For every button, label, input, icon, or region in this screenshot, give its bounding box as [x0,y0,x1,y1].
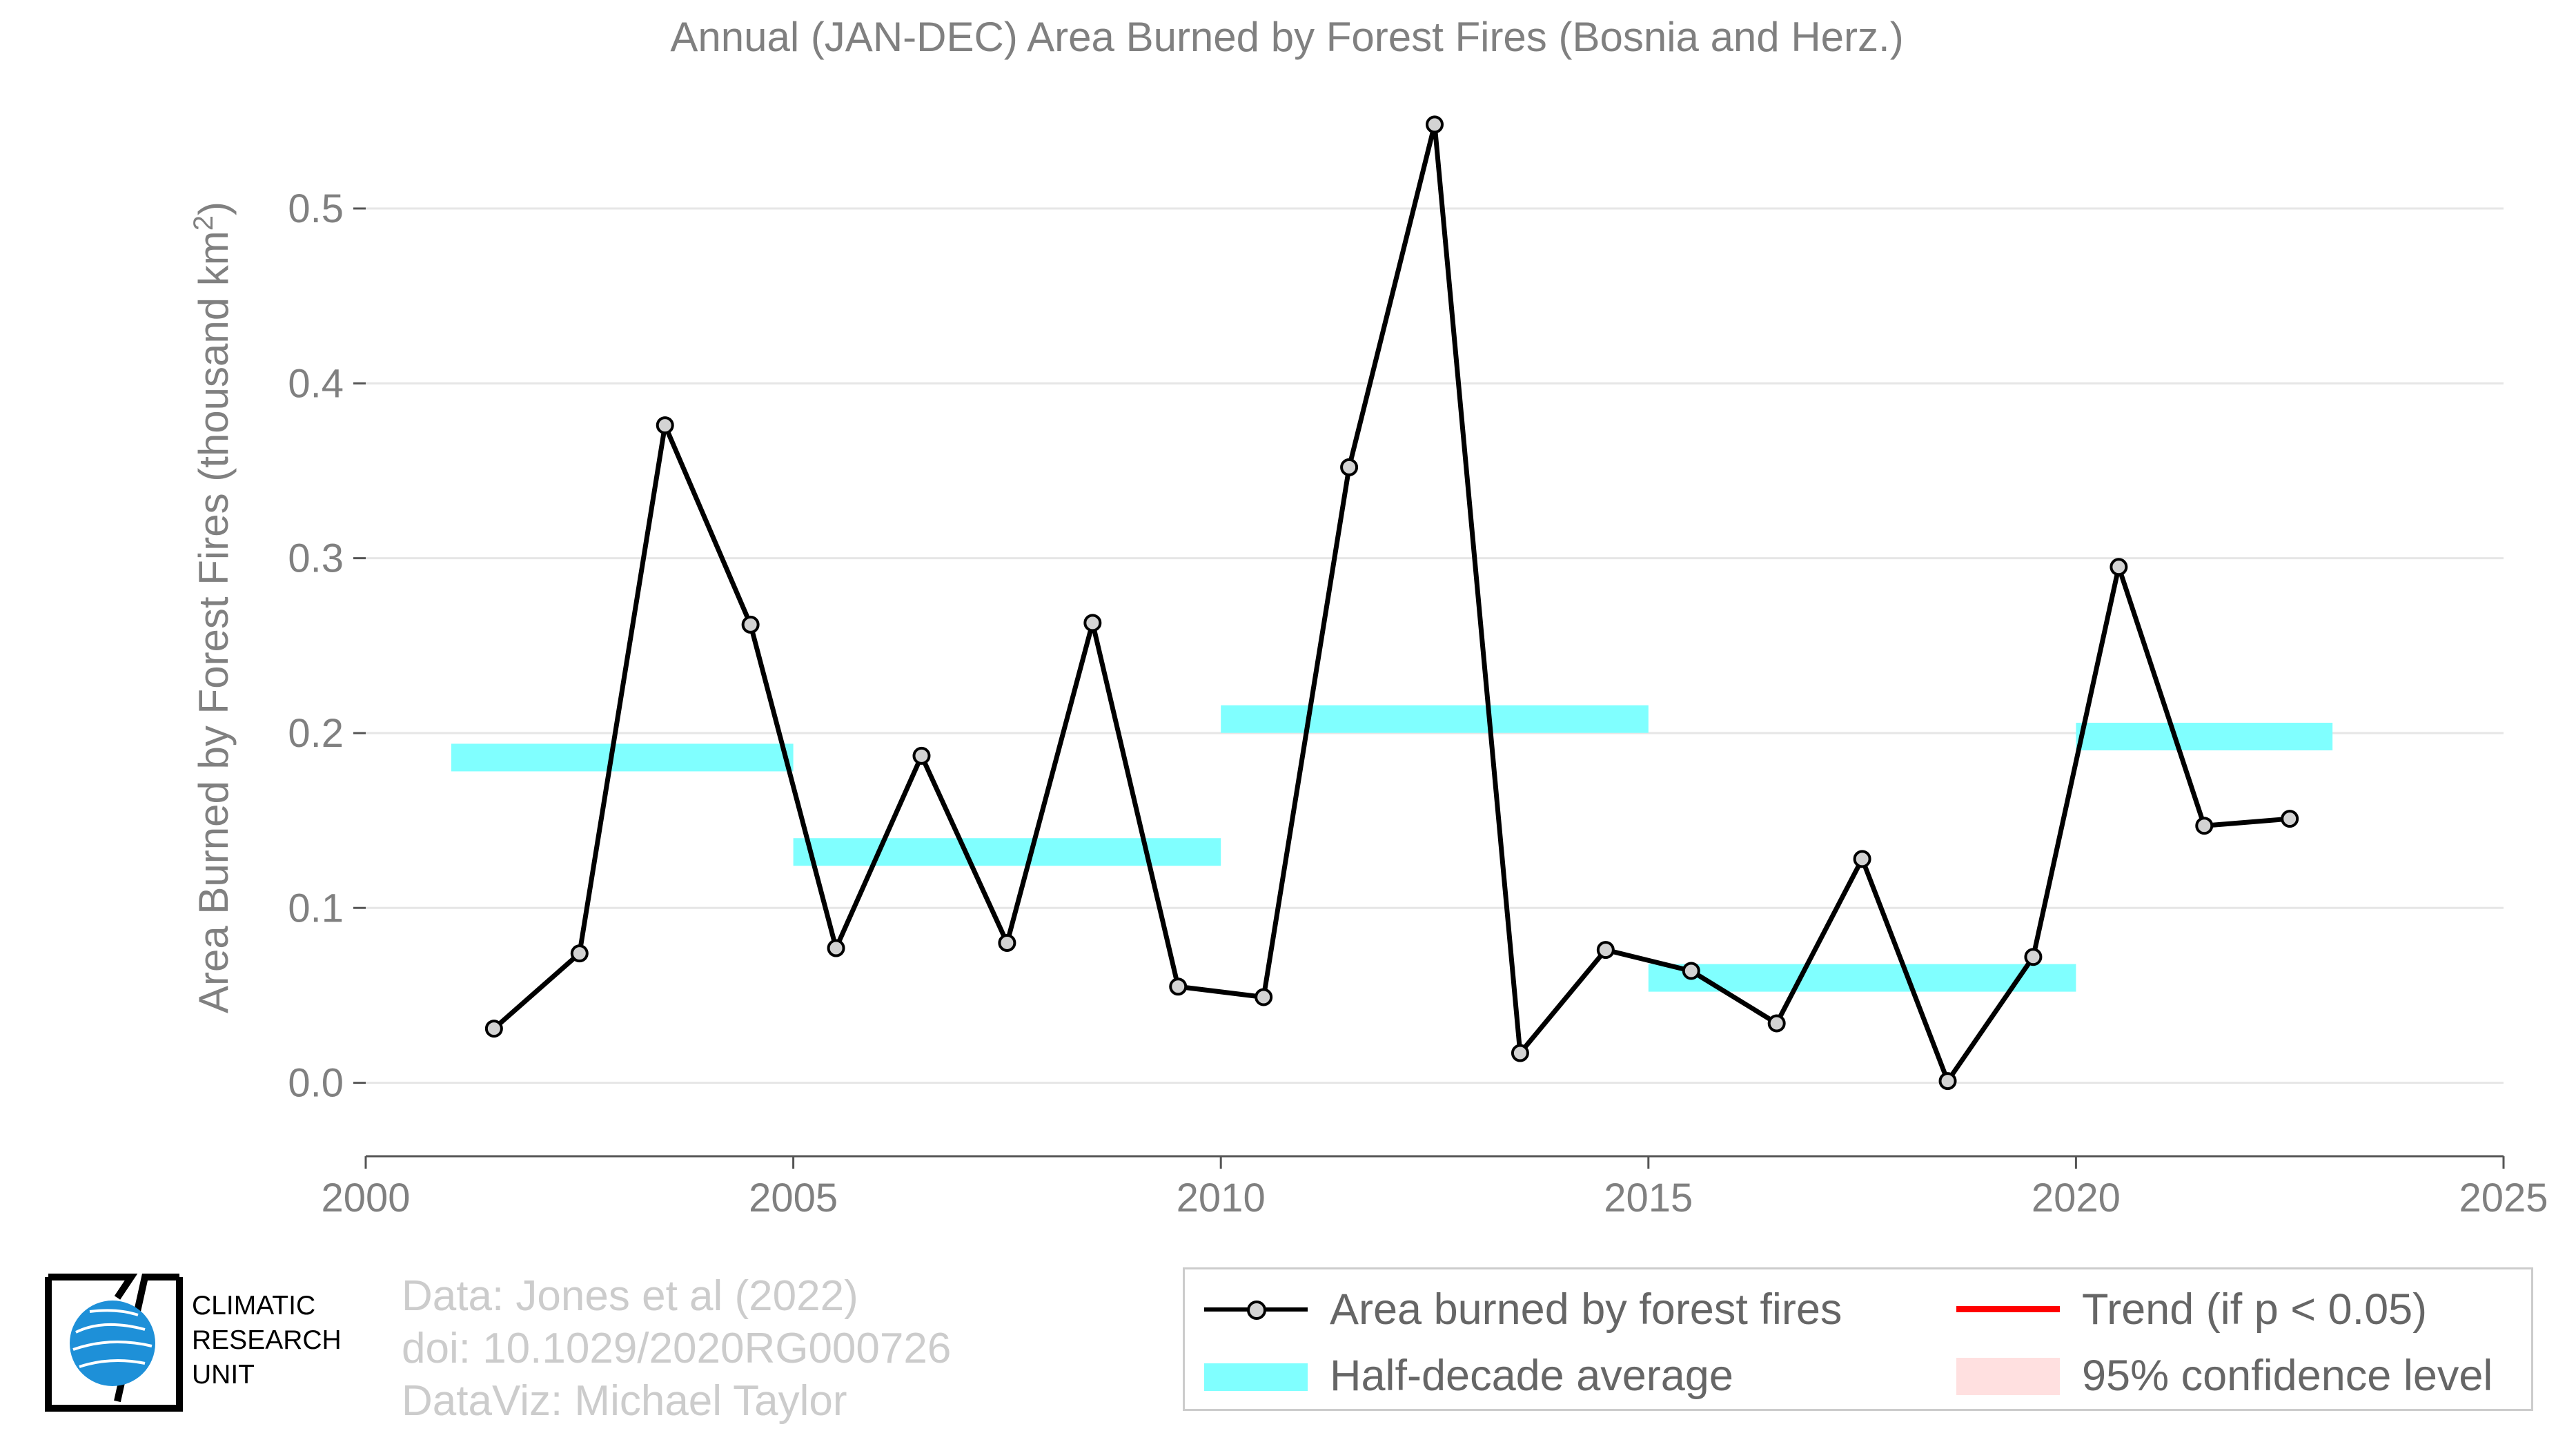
legend: Area burned by forest fires Trend (if p … [1183,1267,2533,1411]
data-point [1255,988,1273,1006]
series-line-path [492,121,2290,1084]
legend-key-half-decade [1204,1355,1308,1396]
grid-lines [366,207,2504,1084]
data-point [1169,977,1188,996]
legend-item-series: Area burned by forest fires [1204,1285,1842,1334]
data-point [484,1020,503,1038]
data-point [2024,948,2043,966]
half-decade-bars [451,705,2333,992]
legend-label-trend: Trend (if p < 0.05) [2082,1285,2428,1334]
legend-key-line-marker [1204,1289,1308,1330]
data-point [912,746,931,765]
legend-label-confidence: 95% confidence level [2082,1352,2493,1400]
x-tick-label: 2025 [2459,1176,2548,1220]
data-point [998,933,1016,952]
cru-logo-mark [45,1274,183,1412]
legend-item-half-decade: Half-decade average [1204,1351,1733,1401]
data-point [1596,941,1615,960]
data-point [827,939,845,957]
x-tick-label: 2020 [2032,1176,2121,1220]
half-decade-bar [451,743,794,772]
legend-key-confidence [1956,1355,2060,1396]
data-point [1340,458,1359,476]
data-point [2281,810,2299,828]
x-tick-label: 2000 [321,1176,410,1220]
credits: Data: Jones et al (2022) doi: 10.1029/20… [402,1270,951,1428]
data-point [1938,1072,1957,1091]
x-tick-label: 2015 [1604,1176,1693,1220]
y-axis-ticks: 0.0 0.1 0.2 0.3 0.4 0.5 [288,186,366,1106]
x-tick-label: 2010 [1177,1176,1266,1220]
chart-title: Annual (JAN-DEC) Area Burned by Forest F… [670,14,1903,60]
data-point [1511,1044,1529,1062]
y-tick-label: 0.3 [288,536,344,581]
series-points [484,115,2299,1091]
data-point [1426,115,1444,134]
credit-doi: doi: 10.1029/2020RG000726 [402,1325,952,1372]
logo-line-2: RESEARCH [192,1325,342,1355]
y-tick-label: 0.2 [288,711,344,756]
y-axis-label: Area Burned by Forest Fires (thousand km… [188,202,237,1013]
data-point [1682,962,1700,980]
data-point [1083,614,1102,632]
half-decade-bar [793,838,1221,866]
data-point [741,615,760,634]
logo-line-3: UNIT [192,1360,255,1390]
legend-key-trend [1956,1289,2060,1330]
cru-logo-text: CLIMATIC RESEARCH UNIT [192,1289,342,1392]
data-point [570,944,589,963]
x-tick-label: 2005 [749,1176,838,1220]
data-point [1853,850,1871,868]
legend-item-trend: Trend (if p < 0.05) [1956,1285,2427,1334]
data-point [1767,1014,1786,1033]
legend-item-confidence: 95% confidence level [1956,1351,2493,1401]
credit-data: Data: Jones et al (2022) [402,1272,858,1320]
legend-label-half-decade: Half-decade average [1330,1352,1733,1400]
x-axis: 2000 2005 2010 2015 2020 2025 [321,1155,2548,1220]
series-line [492,121,2290,1084]
logo-line-1: CLIMATIC [192,1291,316,1321]
credit-dataviz: DataViz: Michael Taylor [402,1377,847,1425]
half-decade-bar [1221,705,1649,733]
data-point [2195,817,2214,835]
data-point [2110,558,2128,576]
cru-logo: CLIMATIC RESEARCH UNIT [41,1270,366,1415]
y-tick-label: 0.1 [288,886,344,931]
half-decade-bar [2076,723,2333,751]
y-tick-label: 0.4 [288,361,344,406]
data-point [656,416,674,435]
y-tick-label: 0.0 [288,1061,344,1106]
y-tick-label: 0.5 [288,186,344,231]
legend-label-series: Area burned by forest fires [1330,1285,1842,1334]
